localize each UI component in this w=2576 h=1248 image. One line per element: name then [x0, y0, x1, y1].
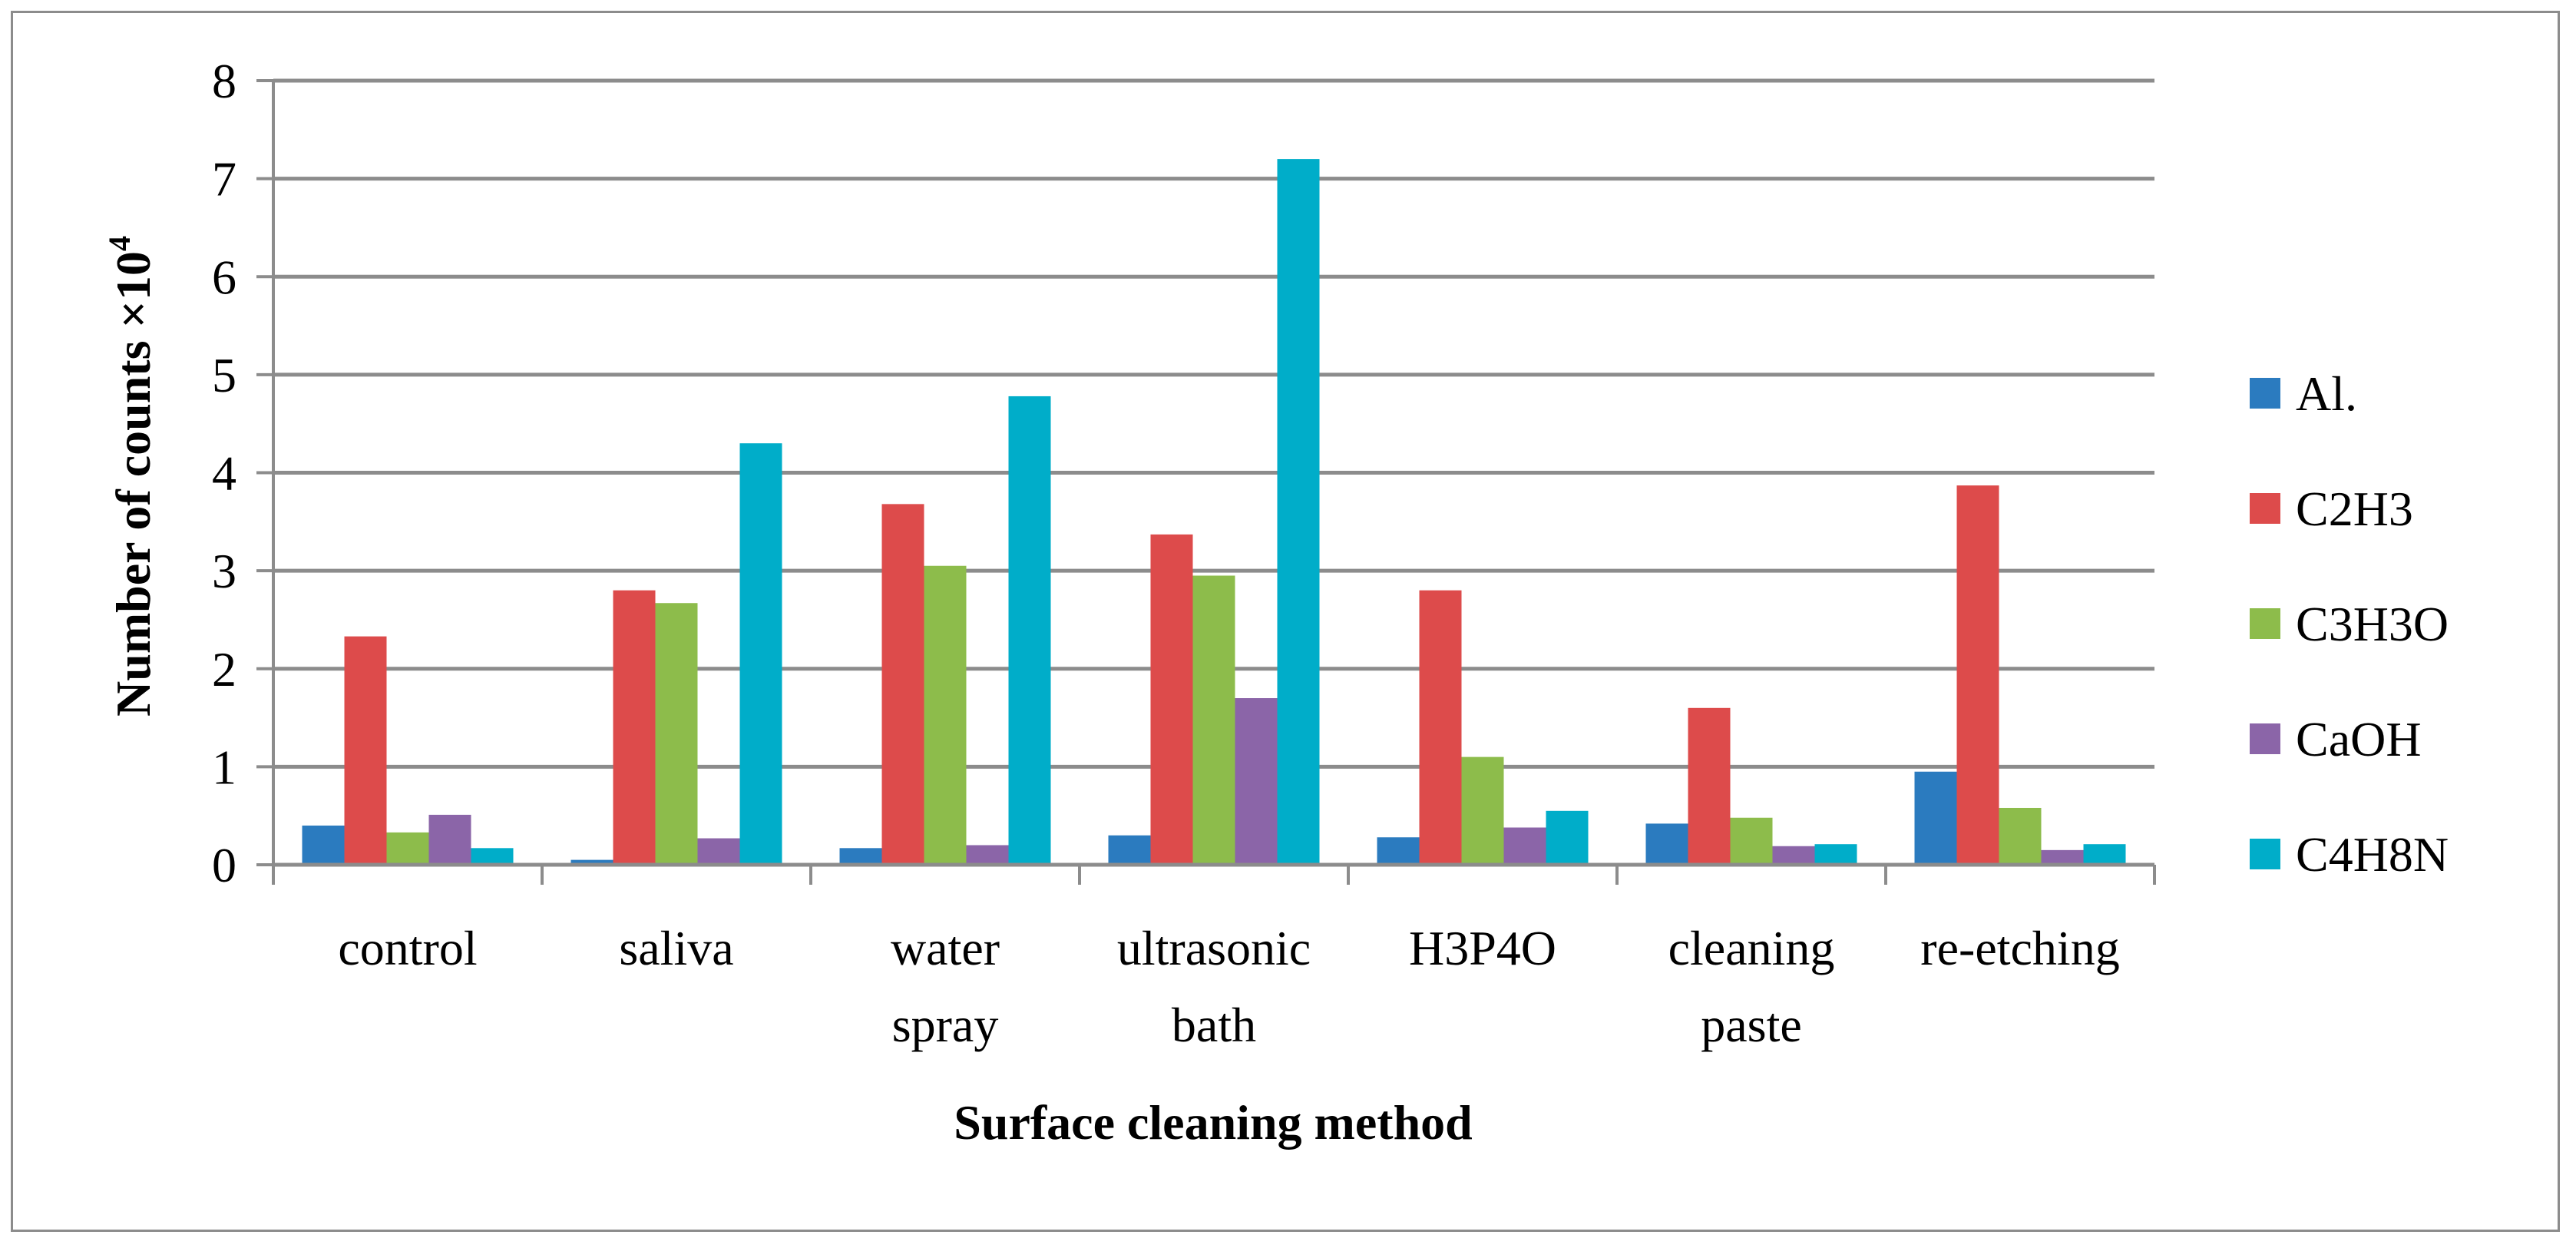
bar-c3h3o-ultrasonic-bath	[1192, 575, 1235, 865]
legend-label: CaOH	[2296, 712, 2422, 766]
bar-c2h3-H3P4O	[1419, 590, 1462, 865]
y-tick-label: 3	[212, 544, 236, 598]
bar-c3h3o-cleaning-paste	[1730, 817, 1773, 865]
legend-label: C3H3O	[2296, 597, 2449, 651]
bar-c2h3-water-spray	[881, 504, 924, 865]
legend-swatch	[2250, 723, 2280, 754]
y-tick-label: 2	[212, 642, 236, 697]
bar-c2h3-cleaning-paste	[1688, 707, 1731, 865]
legend-label: Al.	[2296, 366, 2357, 421]
bar-c3h3o-water-spray	[924, 565, 967, 865]
legend-label: C4H8N	[2296, 827, 2449, 882]
bar-c2h3-saliva	[613, 590, 656, 865]
bar-caoh-cleaning-paste	[1772, 846, 1815, 865]
bar-c3h3o-saliva	[655, 603, 698, 865]
bar-c2h3-re-etching	[1956, 485, 1999, 865]
x-category-label: ultrasonic bath	[1117, 921, 1311, 1052]
y-axis-title-main: Number of counts ×10	[106, 251, 160, 717]
y-tick-label: 8	[212, 54, 236, 108]
y-tick-label: 1	[212, 740, 236, 794]
x-category-label: saliva	[619, 921, 733, 975]
y-axis-title-superscript: 4	[102, 236, 137, 251]
bar-c4h8n-saliva	[739, 443, 782, 865]
y-axis-title: Number of counts ×104	[102, 236, 160, 717]
x-category-label: control	[338, 921, 477, 975]
bar-c4h8n-re-etching	[2083, 844, 2126, 865]
bar-c2h3-ultrasonic-bath	[1150, 534, 1193, 865]
bar-caoh-control	[428, 814, 471, 865]
x-category-label: re-etching	[1920, 921, 2119, 975]
bar-al-saliva	[570, 859, 613, 865]
axes	[272, 81, 2156, 885]
bar-c4h8n-water-spray	[1008, 396, 1051, 865]
x-axis-title: Surface cleaning method	[954, 1095, 1473, 1150]
bar-c4h8n-ultrasonic-bath	[1277, 159, 1320, 866]
bar-c4h8n-cleaning-paste	[1814, 844, 1857, 865]
y-tick-label: 0	[212, 838, 236, 892]
bar-c3h3o-control	[386, 832, 429, 865]
bar-al-ultrasonic-bath	[1108, 835, 1151, 865]
bar-c3h3o-H3P4O	[1461, 756, 1504, 865]
legend-swatch	[2250, 493, 2280, 524]
legend-swatch	[2250, 608, 2280, 639]
x-category-labels: control saliva water spray ultrasonic bath H3P…	[338, 921, 2119, 1052]
bar-al-cleaning-paste	[1645, 823, 1688, 865]
bars	[302, 159, 2126, 866]
bar-al-control	[302, 825, 345, 865]
bar-c3h3o-re-etching	[1999, 807, 2042, 865]
y-tick-label: 5	[212, 348, 236, 402]
legend: Al. C2H3 C3H3O CaOH C4H8N	[2250, 366, 2449, 882]
x-category-label: H3P4O	[1409, 921, 1556, 975]
y-tick-label: 7	[212, 152, 236, 207]
legend-swatch	[2250, 378, 2280, 409]
bar-caoh-re-etching	[2041, 849, 2084, 865]
y-tick-labels: 0 1 2 3 4 5 6 7 8	[212, 54, 236, 892]
bar-al-H3P4O	[1377, 837, 1420, 865]
x-category-label: water spray	[891, 921, 1000, 1052]
bar-c4h8n-H3P4O	[1546, 810, 1589, 865]
bar-al-re-etching	[1914, 771, 1957, 865]
y-tick-label: 6	[212, 250, 236, 304]
gridlines	[256, 78, 2154, 866]
bar-caoh-H3P4O	[1503, 827, 1546, 865]
bar-caoh-saliva	[697, 838, 740, 865]
legend-swatch	[2250, 839, 2280, 869]
x-category-label: cleaning paste	[1668, 921, 1835, 1052]
bar-caoh-ultrasonic-bath	[1235, 698, 1278, 865]
bar-al-water-spray	[839, 848, 882, 865]
bar-caoh-water-spray	[966, 845, 1009, 865]
bar-c2h3-control	[344, 636, 387, 865]
bar-c4h8n-control	[471, 848, 514, 865]
legend-label: C2H3	[2296, 482, 2413, 536]
y-tick-label: 4	[212, 446, 236, 501]
